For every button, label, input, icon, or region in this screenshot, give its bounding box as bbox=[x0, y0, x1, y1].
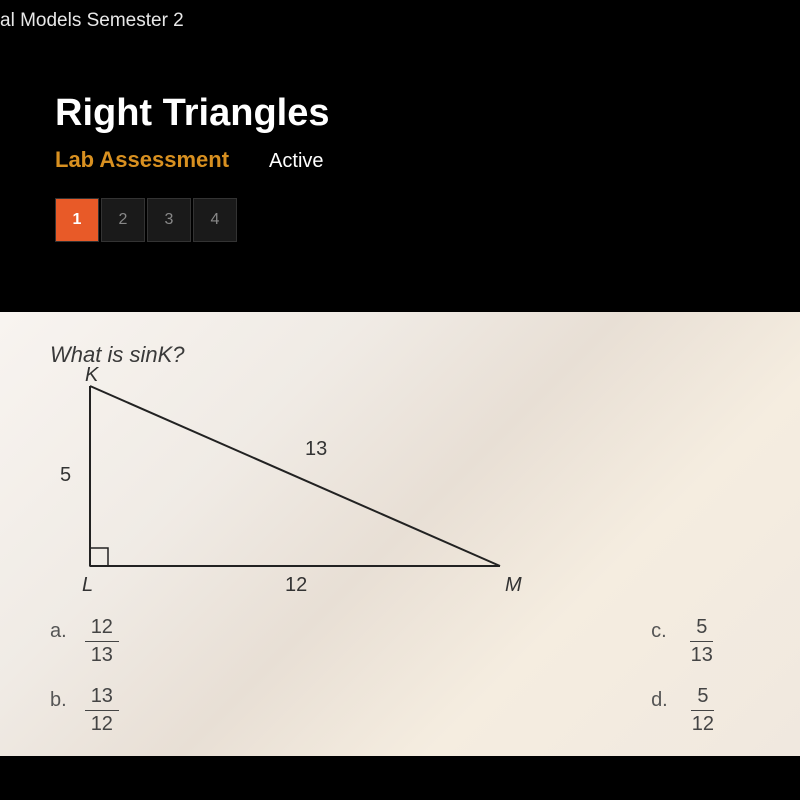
subtitle-row: Lab Assessment Active bbox=[0, 147, 800, 173]
side-km bbox=[90, 386, 500, 566]
answer-b-den: 12 bbox=[85, 711, 119, 736]
side-label-lm: 12 bbox=[285, 574, 307, 597]
answer-b[interactable]: b. 13 12 bbox=[50, 685, 119, 736]
status-label: Active bbox=[269, 150, 323, 173]
vertex-m: M bbox=[505, 574, 522, 597]
question-nav: 1 2 3 4 bbox=[0, 198, 800, 242]
answers-col-left: a. 12 13 b. 13 12 bbox=[50, 616, 119, 736]
nav-item-3[interactable]: 3 bbox=[147, 198, 191, 242]
side-label-kl: 5 bbox=[60, 464, 71, 487]
triangle-diagram: K L M 5 12 13 bbox=[50, 376, 550, 606]
answer-d-letter: d. bbox=[651, 685, 668, 712]
answer-c-den: 13 bbox=[685, 642, 719, 667]
question-prompt-text: What is sinK? bbox=[50, 342, 185, 367]
answer-a[interactable]: a. 12 13 bbox=[50, 616, 119, 667]
answer-c-num: 5 bbox=[690, 616, 713, 642]
answer-c-letter: c. bbox=[651, 616, 667, 643]
vertex-l: L bbox=[82, 574, 93, 597]
answer-c[interactable]: c. 5 13 bbox=[651, 616, 720, 667]
vertex-k: K bbox=[85, 364, 98, 387]
answer-a-den: 13 bbox=[85, 642, 119, 667]
header-area: al Models Semester 2 Right Triangles Lab… bbox=[0, 0, 800, 242]
side-label-km: 13 bbox=[305, 438, 327, 461]
lab-assessment-label: Lab Assessment bbox=[55, 147, 229, 173]
course-title: al Models Semester 2 bbox=[0, 10, 800, 32]
answer-a-fraction: 12 13 bbox=[85, 616, 119, 667]
answer-d-num: 5 bbox=[691, 685, 714, 711]
answer-d-den: 12 bbox=[686, 711, 720, 736]
nav-item-1[interactable]: 1 bbox=[55, 198, 99, 242]
answer-d[interactable]: d. 5 12 bbox=[651, 685, 720, 736]
question-prompt: What is sinK? bbox=[50, 342, 760, 368]
right-angle-marker bbox=[90, 548, 108, 566]
answers-row: a. 12 13 b. 13 12 c. 5 13 bbox=[50, 616, 760, 736]
answers-col-right: c. 5 13 d. 5 12 bbox=[651, 616, 720, 736]
answer-a-num: 12 bbox=[85, 616, 119, 642]
answer-b-letter: b. bbox=[50, 685, 67, 712]
answer-c-fraction: 5 13 bbox=[685, 616, 719, 667]
answer-d-fraction: 5 12 bbox=[686, 685, 720, 736]
question-panel: What is sinK? K L M 5 12 13 a. 12 13 b. bbox=[0, 312, 800, 756]
nav-item-4[interactable]: 4 bbox=[193, 198, 237, 242]
triangle-svg bbox=[50, 376, 550, 606]
answer-b-num: 13 bbox=[85, 685, 119, 711]
answer-a-letter: a. bbox=[50, 616, 67, 643]
answer-b-fraction: 13 12 bbox=[85, 685, 119, 736]
topic-title: Right Triangles bbox=[0, 92, 800, 135]
nav-item-2[interactable]: 2 bbox=[101, 198, 145, 242]
